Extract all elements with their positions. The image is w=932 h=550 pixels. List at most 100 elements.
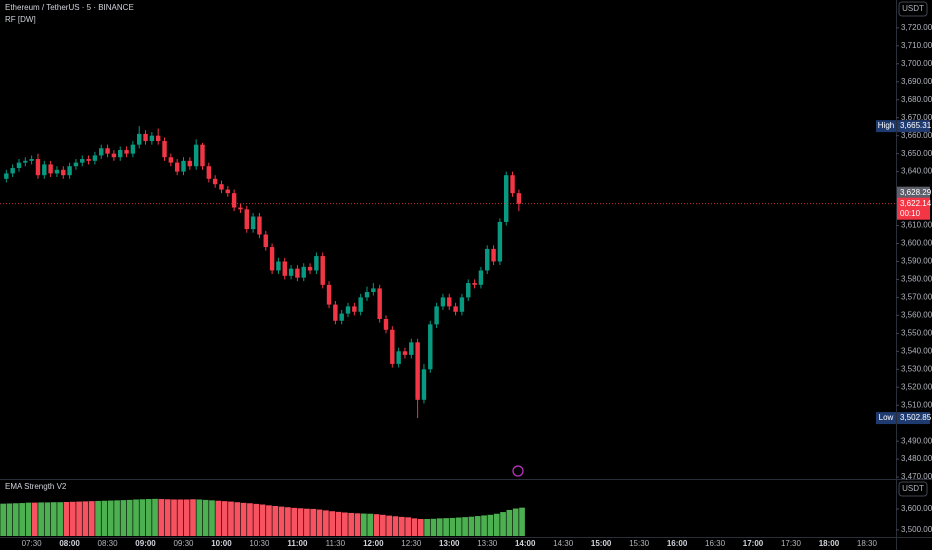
currency-button[interactable] bbox=[898, 481, 928, 497]
histogram-bar bbox=[63, 501, 70, 536]
histogram-bar bbox=[278, 506, 285, 536]
candle-body bbox=[485, 248, 490, 271]
candle-body bbox=[466, 283, 471, 298]
candle-body bbox=[86, 159, 91, 161]
candle-body bbox=[352, 306, 357, 312]
price-badge-label: 3,665.31 bbox=[900, 121, 932, 130]
candle-body bbox=[440, 297, 446, 307]
x-tick-label: 14:00 bbox=[515, 539, 536, 548]
histogram-bar bbox=[107, 500, 114, 536]
candle-body bbox=[345, 306, 351, 314]
candle-body bbox=[136, 133, 142, 145]
candle-body bbox=[219, 184, 224, 190]
candle-body bbox=[155, 135, 161, 142]
candle-body bbox=[200, 144, 205, 167]
candle-body bbox=[428, 324, 433, 370]
x-tick-label: 08:00 bbox=[59, 539, 80, 548]
candle-body bbox=[193, 144, 199, 167]
y-tick-label: 3,700.00 bbox=[901, 59, 932, 68]
candle-body bbox=[206, 166, 212, 179]
candle-body bbox=[212, 178, 218, 185]
y-tick-label: 3,670.00 bbox=[901, 113, 932, 122]
y-tick-label: 3,550.00 bbox=[901, 328, 932, 337]
event-icon[interactable] bbox=[512, 465, 524, 477]
histogram-bar bbox=[411, 518, 418, 536]
histogram-bar bbox=[82, 501, 89, 536]
candle-body bbox=[168, 157, 174, 163]
candle-body bbox=[478, 270, 484, 285]
y-tick-label: 3,520.00 bbox=[901, 382, 932, 391]
histogram-bar bbox=[209, 500, 215, 536]
price-badge bbox=[897, 412, 930, 425]
x-tick-label: 11:30 bbox=[326, 539, 346, 548]
candle-body bbox=[10, 168, 15, 174]
candle-body bbox=[282, 261, 287, 276]
candle-body bbox=[80, 159, 85, 163]
price-badge bbox=[897, 197, 930, 220]
histogram-bar bbox=[31, 502, 38, 536]
candle-body bbox=[269, 247, 275, 271]
histogram-bar bbox=[386, 515, 392, 536]
histogram-bar bbox=[449, 517, 456, 536]
histogram-bar bbox=[44, 502, 51, 536]
y-tick-label: 3,480.00 bbox=[901, 454, 932, 463]
histogram-bar bbox=[259, 504, 266, 536]
histogram-bar bbox=[6, 503, 13, 536]
histogram-bar bbox=[430, 518, 437, 536]
price-badge bbox=[897, 120, 930, 133]
candle-body bbox=[301, 266, 306, 278]
histogram-bar bbox=[133, 499, 139, 536]
candle-body bbox=[105, 148, 110, 154]
countdown: 00:10 bbox=[900, 209, 921, 218]
x-tick-label: 08:30 bbox=[98, 539, 119, 548]
y-tick-label: 3,490.00 bbox=[901, 436, 932, 445]
histogram-bar bbox=[240, 502, 247, 536]
x-tick-label: 11:00 bbox=[287, 539, 308, 548]
histogram-bar bbox=[417, 518, 424, 536]
x-tick-label: 18:00 bbox=[819, 539, 840, 548]
histogram-bar bbox=[177, 499, 184, 536]
histogram-bar bbox=[38, 502, 44, 536]
candle-body bbox=[307, 266, 313, 271]
currency[interactable]: USDT bbox=[902, 484, 924, 493]
histogram-bar bbox=[443, 518, 449, 536]
y-tick-label: 3,500.00 bbox=[901, 525, 932, 534]
histogram-bar bbox=[158, 499, 165, 536]
histogram-bar bbox=[152, 498, 158, 536]
currency[interactable]: USDT bbox=[902, 4, 924, 13]
candle-body bbox=[358, 297, 363, 312]
candle-body bbox=[54, 169, 60, 174]
histogram-bar bbox=[19, 503, 25, 536]
histogram-bar bbox=[57, 502, 63, 536]
histogram-bar bbox=[373, 514, 380, 536]
y-tick-label: 3,610.00 bbox=[901, 221, 932, 230]
candle-body bbox=[497, 221, 503, 262]
histogram-bar bbox=[398, 516, 405, 536]
candle-body bbox=[396, 351, 401, 364]
histogram-bar bbox=[171, 499, 177, 536]
x-tick-label: 10:00 bbox=[211, 539, 232, 548]
histogram-bar bbox=[126, 499, 133, 536]
x-tick-label: 07:30 bbox=[22, 539, 43, 548]
candle-body bbox=[288, 268, 294, 276]
y-tick-label: 3,710.00 bbox=[901, 41, 932, 50]
candle-body bbox=[371, 288, 376, 293]
candle-body bbox=[333, 304, 338, 321]
currency-button[interactable] bbox=[898, 1, 928, 17]
y-tick-label: 3,470.00 bbox=[901, 472, 932, 481]
candle-body bbox=[124, 150, 129, 154]
x-tick-label: 09:30 bbox=[173, 539, 194, 548]
candle-body bbox=[174, 162, 180, 172]
histogram-bar bbox=[354, 513, 361, 536]
candle-body bbox=[238, 207, 243, 210]
y-tick-label: 3,640.00 bbox=[901, 167, 932, 176]
x-tick-label: 15:00 bbox=[591, 539, 612, 548]
histogram-bar bbox=[202, 499, 209, 536]
y-tick-label: 3,600.00 bbox=[901, 239, 932, 248]
histogram-bar bbox=[335, 511, 342, 536]
histogram-bar bbox=[114, 500, 120, 536]
histogram-bar bbox=[291, 507, 298, 536]
candle-body bbox=[225, 189, 231, 194]
